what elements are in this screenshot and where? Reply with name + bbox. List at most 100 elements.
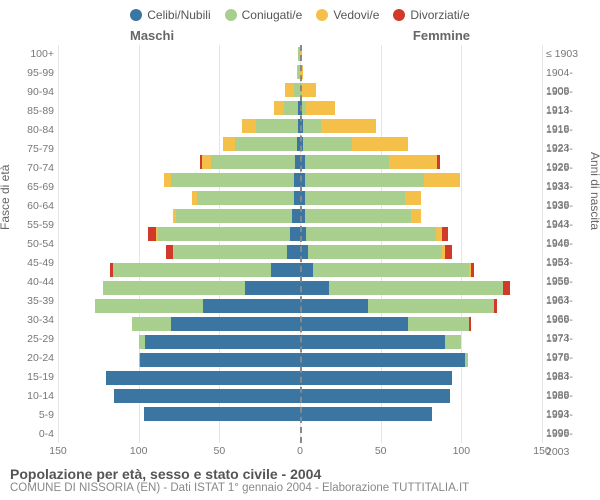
year-tick: 1984-1988 [546, 368, 590, 386]
seg-married [329, 281, 503, 295]
female-bar [300, 389, 542, 403]
seg-married [445, 335, 461, 349]
legend-item-widowed: Vedovi/e [316, 8, 379, 22]
legend-swatch-widowed [316, 9, 328, 21]
seg-married [256, 119, 298, 133]
age-tick: 5-9 [10, 406, 54, 424]
seg-married [158, 227, 290, 241]
year-tick: 1964-1968 [546, 292, 590, 310]
legend-label: Celibi/Nubili [147, 8, 210, 22]
female-bar [300, 191, 542, 205]
legend-label: Coniugati/e [242, 8, 303, 22]
male-bar [58, 299, 300, 313]
seg-married [408, 317, 469, 331]
chart-subtitle: COMUNE DI NISSORIA (EN) - Dati ISTAT 1° … [10, 482, 469, 494]
seg-married [313, 263, 469, 277]
year-tick: 1989-1993 [546, 387, 590, 405]
seg-married [284, 101, 299, 115]
age-tick: 85-89 [10, 102, 54, 120]
female-bar [300, 245, 542, 259]
x-tick: 0 [297, 445, 303, 457]
seg-married [197, 191, 294, 205]
age-tick: 65-69 [10, 178, 54, 196]
seg-widowed [242, 119, 257, 133]
seg-single [271, 263, 300, 277]
seg-married [113, 263, 271, 277]
seg-single [144, 407, 300, 421]
male-header: Maschi [130, 28, 174, 43]
legend-item-single: Celibi/Nubili [130, 8, 210, 22]
chart-title: Popolazione per età, sesso e stato civil… [10, 466, 469, 482]
seg-married [306, 227, 435, 241]
female-bar [300, 263, 542, 277]
male-bar [58, 47, 300, 61]
age-tick: 40-44 [10, 273, 54, 291]
x-tick: 100 [130, 445, 148, 457]
age-tick: 100+ [10, 45, 54, 63]
age-tick: 50-54 [10, 235, 54, 253]
seg-widowed [306, 101, 335, 115]
seg-married [171, 173, 294, 187]
x-tick: 150 [49, 445, 67, 457]
year-tick: 1969-1973 [546, 311, 590, 329]
female-bar [300, 155, 542, 169]
seg-single [300, 281, 329, 295]
age-tick: 35-39 [10, 292, 54, 310]
female-header: Femmine [413, 28, 470, 43]
seg-widowed [405, 191, 421, 205]
year-tick: 1949-1953 [546, 235, 590, 253]
female-bar [300, 317, 542, 331]
male-bar [58, 65, 300, 79]
seg-widowed [223, 137, 236, 151]
seg-widowed [389, 155, 437, 169]
female-bar [300, 65, 542, 79]
female-bar [300, 47, 542, 61]
seg-widowed [321, 119, 376, 133]
seg-single [145, 335, 300, 349]
seg-divorced [442, 227, 448, 241]
year-tick: 1909-1913 [546, 83, 590, 101]
seg-single [300, 299, 368, 313]
year-tick: 1914-1918 [546, 102, 590, 120]
center-axis-line [300, 45, 302, 443]
legend-item-married: Coniugati/e [225, 8, 303, 22]
male-bar [58, 317, 300, 331]
seg-married [132, 317, 171, 331]
x-axis: 15010050050100150 [58, 443, 542, 461]
seg-single [300, 335, 445, 349]
male-bar [58, 245, 300, 259]
legend-label: Divorziati/e [410, 8, 469, 22]
year-tick: 1934-1938 [546, 178, 590, 196]
seg-married [305, 191, 405, 205]
age-tick: 80-84 [10, 121, 54, 139]
seg-married [305, 209, 411, 223]
female-bar [300, 119, 542, 133]
male-bar [58, 227, 300, 241]
year-tick: 1939-1943 [546, 197, 590, 215]
age-tick: 45-49 [10, 254, 54, 272]
seg-single [114, 389, 300, 403]
seg-single [300, 389, 450, 403]
female-bar [300, 83, 542, 97]
seg-single [171, 317, 300, 331]
seg-married [303, 137, 351, 151]
age-tick: 10-14 [10, 387, 54, 405]
seg-divorced [469, 317, 471, 331]
legend: Celibi/Nubili Coniugati/e Vedovi/e Divor… [10, 8, 590, 22]
female-bar [300, 371, 542, 385]
male-bar [58, 371, 300, 385]
female-bar [300, 173, 542, 187]
male-bar [58, 353, 300, 367]
age-tick: 70-74 [10, 159, 54, 177]
legend-swatch-married [225, 9, 237, 21]
seg-married [303, 119, 321, 133]
seg-widowed [411, 209, 421, 223]
pyramid-chart: Celibi/Nubili Coniugati/e Vedovi/e Divor… [0, 0, 600, 500]
seg-divorced [148, 227, 156, 241]
year-tick: ≤ 1903 [546, 45, 590, 63]
male-bar [58, 155, 300, 169]
age-tick: 25-29 [10, 330, 54, 348]
seg-married [465, 353, 468, 367]
age-tick: 15-19 [10, 368, 54, 386]
year-tick: 1959-1963 [546, 273, 590, 291]
